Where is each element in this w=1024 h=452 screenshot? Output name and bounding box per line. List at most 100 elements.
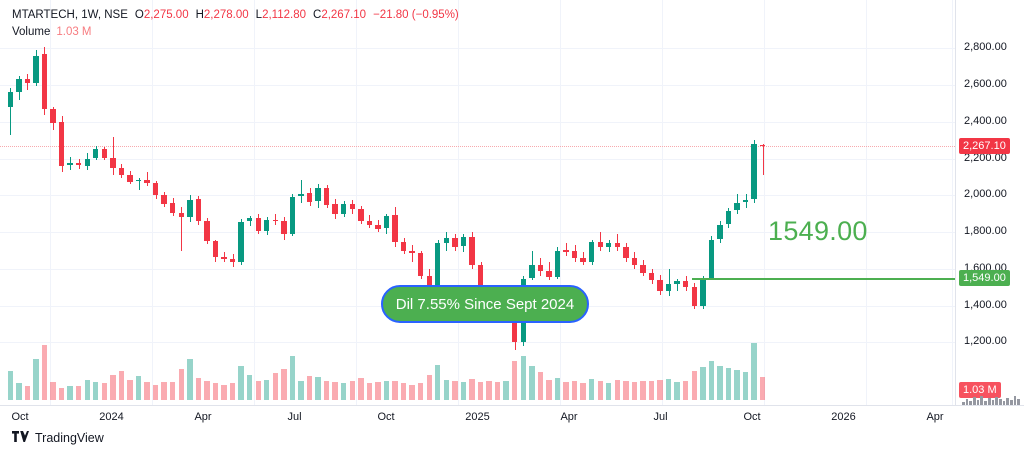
candle-body [135,179,142,182]
volume-bar [571,380,578,400]
grid-line-vertical [152,0,153,405]
symbol-label[interactable]: MTARTECH, 1W, NSE [12,9,128,21]
price-axis-tick: 1,400.00 [964,298,1007,311]
volume-bar [212,383,219,400]
volume-bar [546,380,552,400]
price-axis-tick: 2,800.00 [964,41,1007,54]
volume-bar [392,380,398,400]
volume-badge[interactable]: 1.03 M [959,382,1001,398]
last-price-badge[interactable]: 2,267.10 [959,138,1010,155]
volume-bar [426,374,432,400]
target-price-badge[interactable]: 1,549.00 [959,270,1010,287]
time-axis-tick: 2024 [99,411,124,423]
volume-bar [315,376,321,400]
candle-wick [10,87,11,135]
candle-body [84,158,90,166]
volume-bar [101,383,108,400]
volume-bar [657,379,663,400]
target-price-text: 1549.00 [768,216,868,247]
candle-body [614,242,621,247]
price-plot-area[interactable]: 1549.00 Dil 7.55% Since Sept 2024 [0,0,955,405]
candle-body [33,55,39,84]
candle-body [255,217,261,232]
candle-wick [566,243,567,257]
candle-body [229,258,236,263]
volume-bar [67,385,73,400]
candle-body [734,202,740,211]
volume-bar [640,380,646,400]
grid-line-vertical [952,0,953,405]
volume-bar [614,380,621,400]
grid-line-vertical [50,0,51,405]
volume-bar [264,380,270,400]
tradingview-footer: TradingView [12,430,104,445]
volume-bar [443,379,450,400]
candle-body [691,287,697,306]
price-axis-tick: 2,600.00 [964,78,1007,91]
volume-bar [435,364,441,400]
candle-body [400,242,407,251]
grid-line-horizontal [0,85,955,87]
volume-bar [33,359,39,400]
grid-line-horizontal [0,48,955,50]
candle-body [281,221,287,234]
price-axis[interactable]: 2,800.00 2,600.00 2,400.00 2,200.00 2,000.00… [955,0,1024,405]
candle-body [272,219,279,222]
volume-bar [298,380,304,400]
grid-line-vertical [560,0,561,405]
candle-body [546,270,552,278]
candle-wick [181,207,182,251]
candle-body [349,203,355,210]
candle-body [341,203,347,214]
volume-bar [674,381,680,400]
previous-close-line [0,146,955,148]
price-axis-tick: 1,800.00 [964,225,1007,238]
volume-label[interactable]: Volume [12,26,51,38]
candle-body [152,183,159,196]
candle-body [110,157,116,168]
candle-body [443,237,450,243]
high-value: H2,278.00 [195,9,249,21]
candle-body [332,204,338,214]
volume-bar [588,378,595,400]
volume-bar [759,376,766,400]
candle-wick [139,177,140,190]
candle-body [392,215,398,243]
tradingview-logo-icon [12,430,29,445]
time-axis[interactable]: Oct 2024 Apr Jul Oct 2025 Apr Jul Oct 2026 Apr [0,405,1024,431]
candle-body [178,212,184,218]
grid-line-vertical [662,0,663,405]
tv-logo-svg [12,431,29,442]
candle-body [657,279,663,291]
candle-body [383,215,390,229]
candle-wick [275,213,276,225]
target-price-line[interactable] [692,278,955,281]
candle-wick [113,136,114,176]
candle-body [366,220,373,225]
candle-body [477,265,484,293]
volume-bar [375,381,381,400]
volume-bar [118,371,125,400]
volume-bar [195,377,202,400]
volume-bar [341,383,347,400]
candle-wick [763,144,764,175]
candle-body [204,221,210,242]
candle-body [24,78,31,84]
volume-bar [349,381,355,400]
volume-bar [204,380,210,400]
volume-bar [477,381,484,400]
change-value: −21.80 (−0.95%) [373,9,459,21]
volume-bar [597,381,603,400]
volume-bar [110,375,116,400]
low-value: L2,112.80 [255,9,306,21]
candle-body [7,92,13,108]
candle-body [665,283,672,291]
volume-bar [708,361,715,400]
volume-bar [332,381,338,400]
volume-bar [93,381,99,400]
candle-body [67,163,73,166]
candle-body [50,109,56,123]
time-axis-tick: 2026 [831,411,856,423]
annotation-badge[interactable]: Dil 7.55% Since Sept 2024 [381,285,589,323]
